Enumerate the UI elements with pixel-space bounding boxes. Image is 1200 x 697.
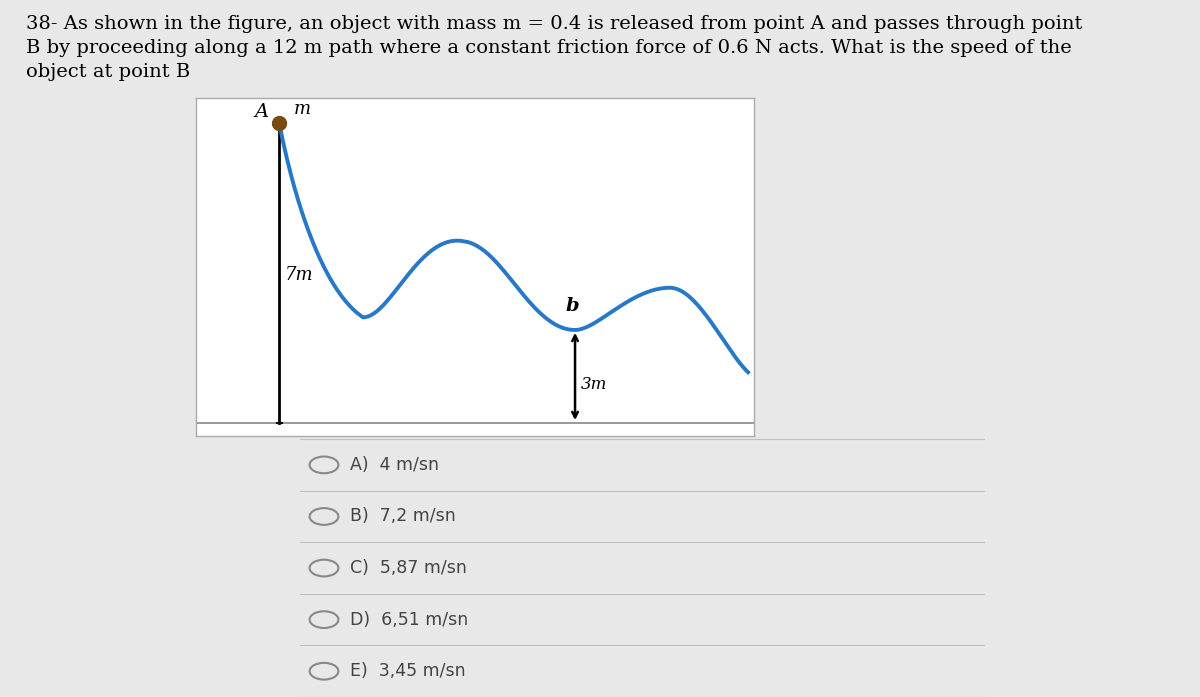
Text: D)  6,51 m/sn: D) 6,51 m/sn	[350, 611, 469, 629]
Text: C)  5,87 m/sn: C) 5,87 m/sn	[350, 559, 467, 577]
Text: b: b	[565, 297, 580, 315]
Text: 38- As shown in the figure, an object with mass m = 0.4 is released from point A: 38- As shown in the figure, an object wi…	[26, 15, 1082, 81]
Text: m: m	[293, 100, 311, 118]
Text: B)  7,2 m/sn: B) 7,2 m/sn	[350, 507, 456, 526]
Text: A)  4 m/sn: A) 4 m/sn	[350, 456, 439, 474]
Text: E)  3,45 m/sn: E) 3,45 m/sn	[350, 662, 466, 680]
Text: 3m: 3m	[581, 376, 607, 393]
Text: A: A	[254, 102, 269, 121]
Text: 7m: 7m	[284, 266, 313, 284]
